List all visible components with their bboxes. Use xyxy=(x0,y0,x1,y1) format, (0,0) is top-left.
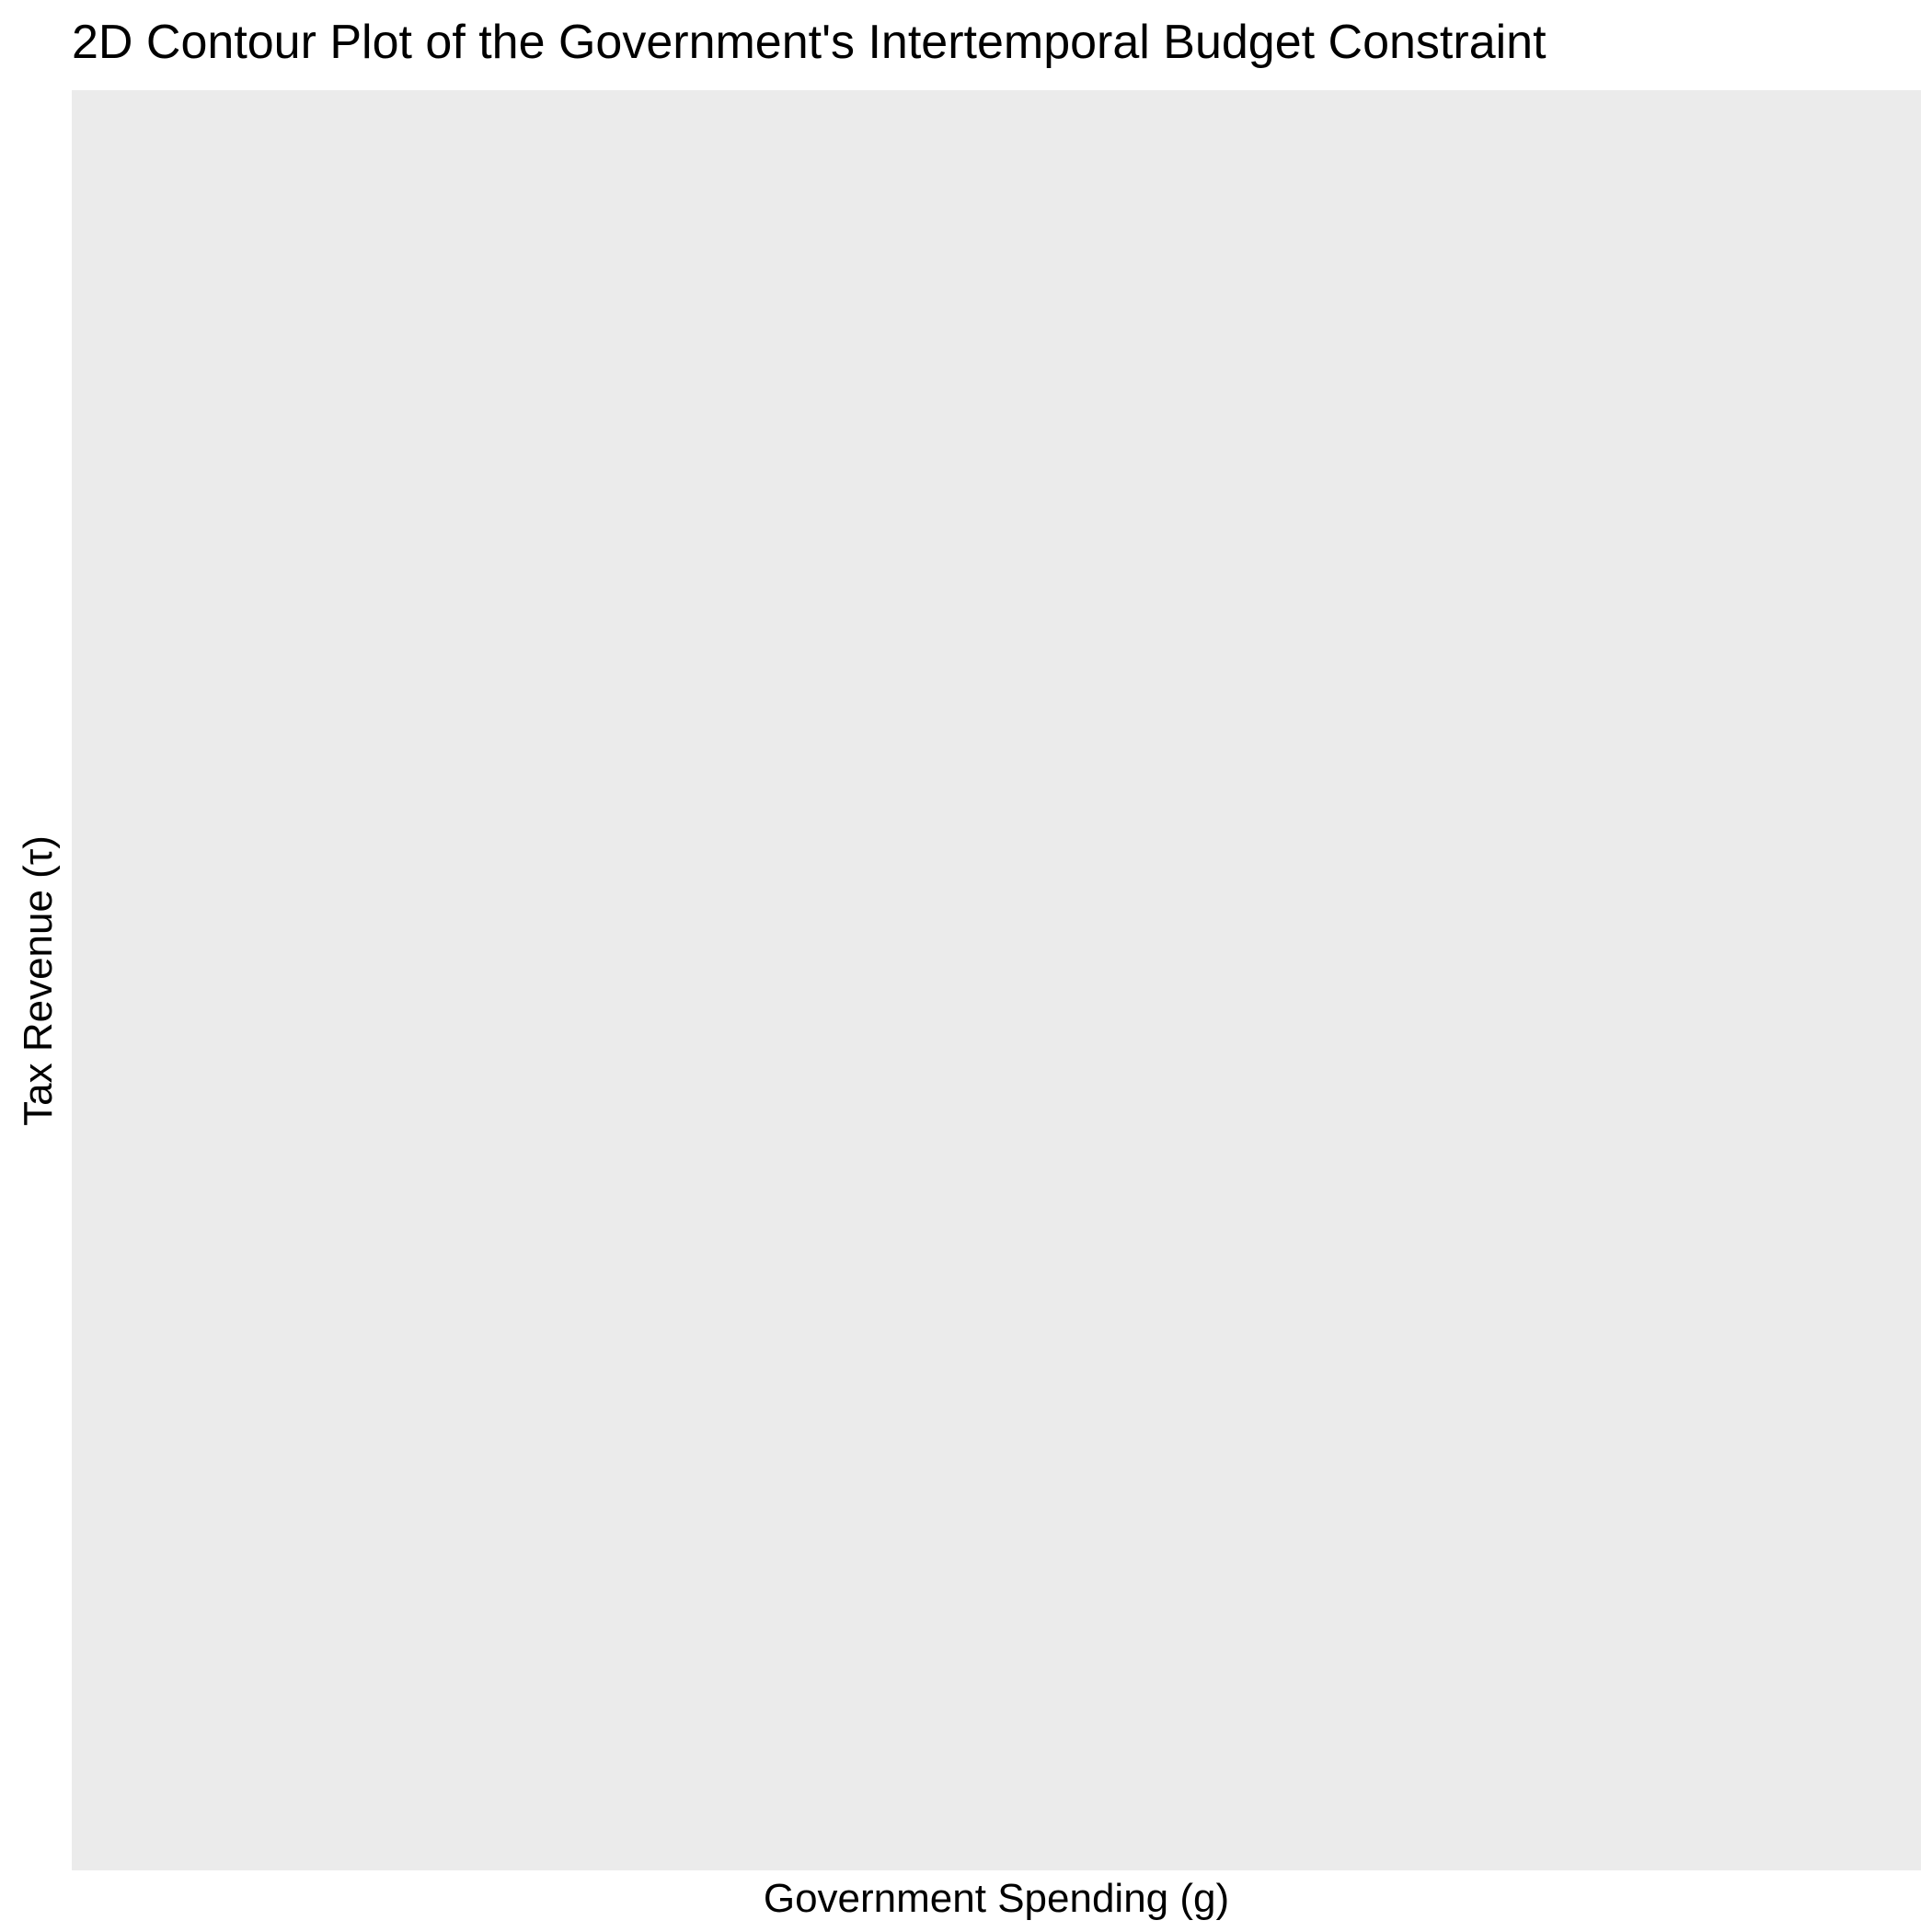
plot-panel xyxy=(72,90,1921,1870)
y-axis-label: Tax Revenue (τ) xyxy=(16,834,61,1126)
plot-background xyxy=(72,90,1921,1870)
y-axis-label-container: Tax Revenue (τ) xyxy=(11,90,66,1870)
x-axis-label: Government Spending (g) xyxy=(763,1876,1230,1921)
contour-plot-area xyxy=(72,90,1921,1870)
chart-title: 2D Contour Plot of the Government's Inte… xyxy=(72,16,1547,69)
